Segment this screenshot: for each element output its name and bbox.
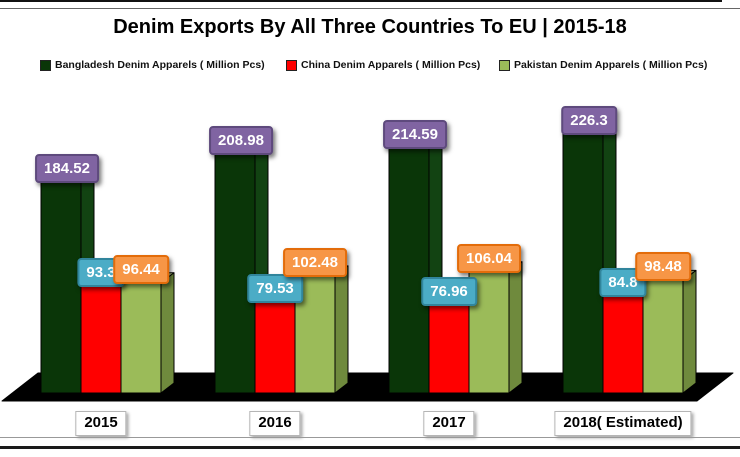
data-label-china-2016: 79.53: [247, 274, 303, 304]
china-series-swatch-icon: [286, 59, 297, 71]
data-label-bangladesh-2018Estimated: 226.3: [561, 106, 617, 136]
x-axis-label-2018Estimated: 2018( Estimated): [554, 411, 692, 436]
data-label-bangladesh-2015: 184.52: [35, 154, 99, 184]
top-window-edge: [0, 0, 722, 2]
legend-label-pakistan: Pakistan Denim Apparels ( Million Pcs): [514, 59, 708, 71]
data-label-china-2018Estimated: 84.8: [599, 268, 647, 298]
legend-label-china: China Denim Apparels ( Million Pcs): [301, 59, 481, 71]
top-divider-line: [0, 8, 740, 9]
data-label-pakistan-2016: 102.48: [283, 247, 347, 277]
bar-pakistan-2015: [120, 272, 175, 394]
legend-item-pakistan: Pakistan Denim Apparels ( Million Pcs): [499, 59, 707, 71]
bar-pakistan-2018Estimated: [642, 269, 697, 394]
bangladesh-series-swatch-icon: [40, 59, 51, 71]
data-label-pakistan-2015: 96.44: [113, 254, 169, 284]
data-label-bangladesh-2017: 214.59: [383, 119, 447, 149]
data-label-pakistan-2018Estimated: 98.48: [635, 252, 691, 282]
bottom-divider-line: [0, 437, 740, 438]
x-axis-label-2016: 2016: [249, 411, 301, 436]
bar-pakistan-2016: [294, 265, 349, 394]
bar-pakistan-2017: [468, 261, 523, 394]
bottom-window-edge: [0, 446, 740, 449]
pakistan-series-swatch-icon: [499, 59, 510, 71]
data-label-bangladesh-2016: 208.98: [209, 126, 273, 156]
legend-label-bangladesh: Bangladesh Denim Apparels ( Million Pcs): [55, 59, 265, 71]
legend-item-bangladesh: Bangladesh Denim Apparels ( Million Pcs): [40, 59, 265, 71]
chart-title: Denim Exports By All Three Countries To …: [113, 16, 627, 38]
chart-floor: [1, 372, 734, 402]
x-axis-label-2017: 2017: [423, 411, 475, 436]
data-label-pakistan-2017: 106.04: [457, 243, 521, 273]
x-axis-label-2015: 2015: [75, 411, 127, 436]
legend-item-china: China Denim Apparels ( Million Pcs): [286, 59, 480, 71]
data-label-china-2017: 76.96: [421, 277, 477, 307]
